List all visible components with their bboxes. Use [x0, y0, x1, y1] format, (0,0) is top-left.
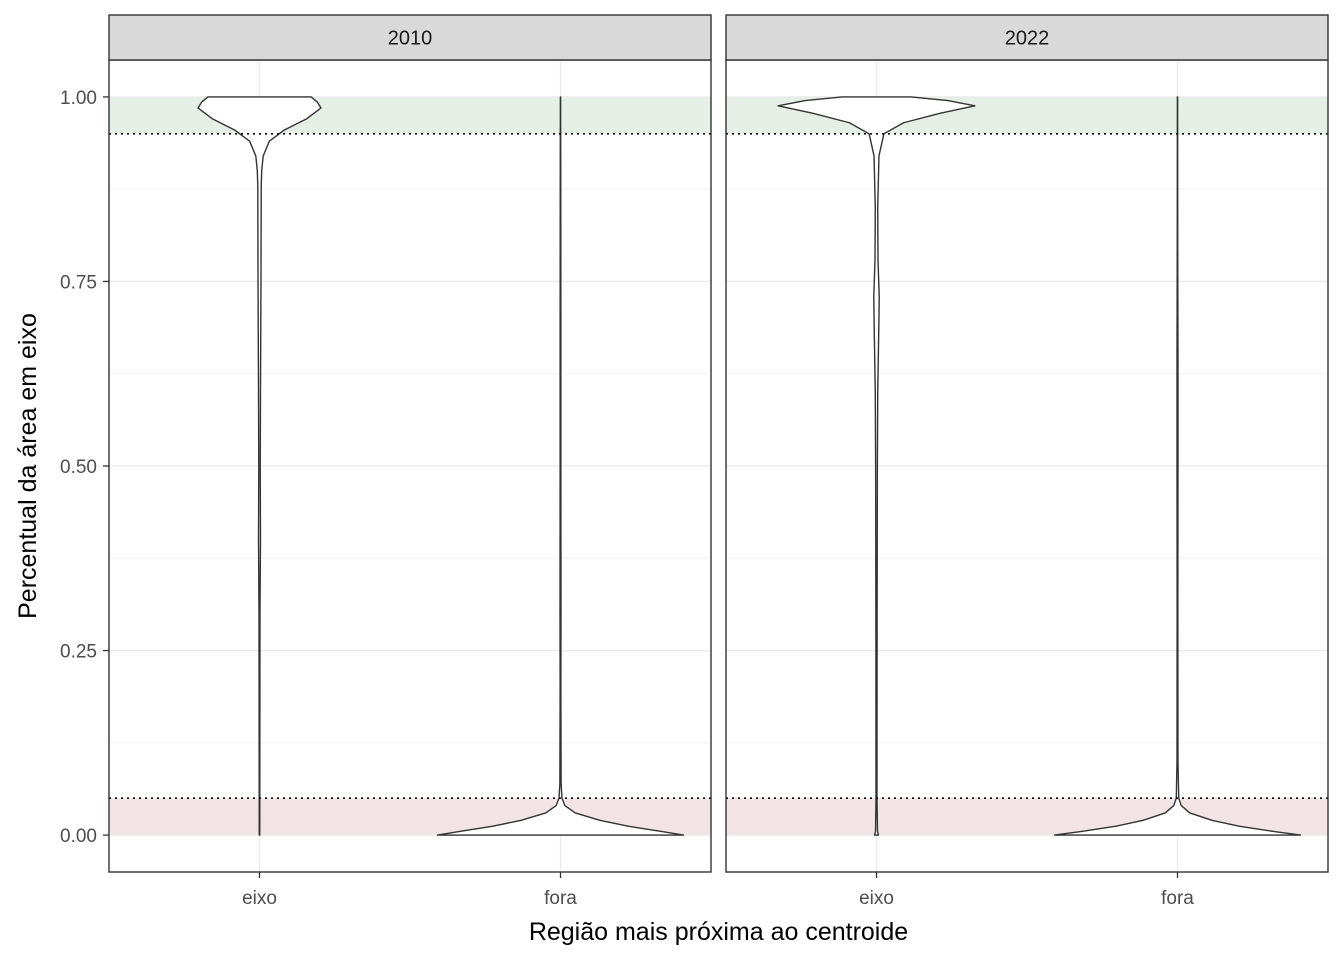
violin-2010-fora	[436, 96, 685, 836]
band-high	[109, 96, 711, 134]
x-tick-label: eixo	[242, 888, 277, 909]
y-tick-label: 0.50	[60, 457, 97, 478]
facet-strip-label: 2010	[388, 28, 433, 50]
violin-2022-fora	[1053, 96, 1302, 836]
x-tick-label: fora	[1161, 888, 1194, 909]
facet-panel-2010: 2010 eixo fora	[108, 14, 712, 909]
y-tick-label: 0.00	[60, 826, 97, 847]
y-tick-label: 0.25	[60, 642, 97, 663]
y-tick-label: 0.75	[60, 272, 97, 293]
y-axis-title: Percentual da área em eixo	[14, 313, 42, 619]
violin-2022-eixo	[777, 96, 976, 836]
y-axis: 0.00 0.25 0.50 0.75 1.00	[60, 88, 109, 847]
facet-strip	[725, 14, 1329, 61]
y-tick-label: 1.00	[60, 88, 97, 109]
x-tick-label: eixo	[859, 888, 894, 909]
violin-2010-eixo	[197, 96, 322, 836]
facet-panel-2022: 2022 eixo fora	[725, 14, 1329, 909]
facet-strip-label: 2022	[1005, 28, 1050, 50]
x-axis-title: Região mais próxima ao centroide	[529, 918, 908, 946]
x-tick-label: fora	[544, 888, 577, 909]
facet-strip	[108, 14, 712, 61]
